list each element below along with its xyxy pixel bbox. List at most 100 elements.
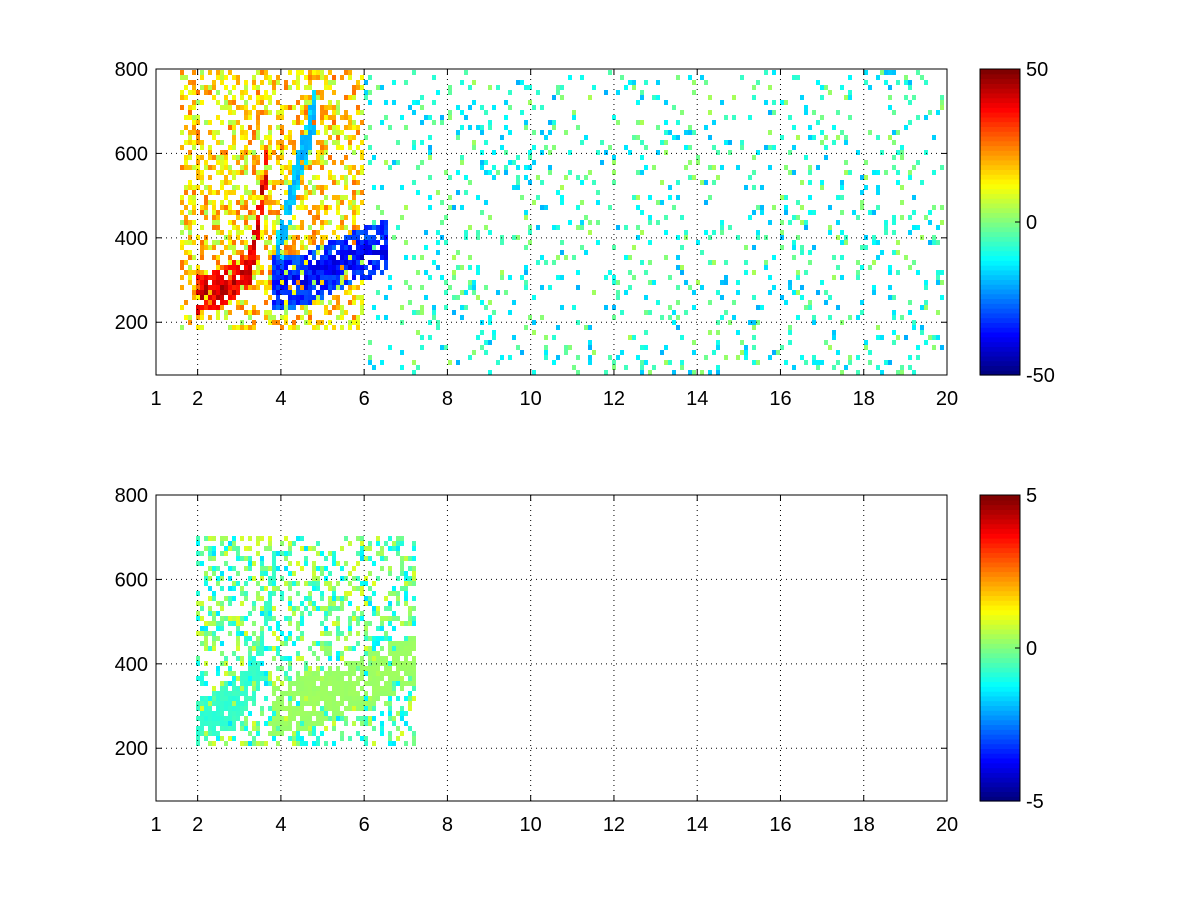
heatmap-cell — [440, 345, 444, 350]
heatmap-cell — [252, 686, 256, 691]
heatmap-cell — [332, 711, 336, 716]
heatmap-cell — [596, 220, 600, 225]
heatmap-cell — [516, 235, 520, 240]
heatmap-cell — [236, 646, 240, 651]
heatmap-cell — [260, 646, 264, 651]
heatmap-cell — [304, 556, 308, 561]
heatmap-cell — [400, 536, 404, 541]
heatmap-cell — [256, 155, 260, 160]
heatmap-cell — [860, 205, 864, 210]
heatmap-cell — [372, 365, 376, 370]
heatmap-cell — [788, 325, 792, 330]
heatmap-cell — [932, 345, 936, 350]
heatmap-cell — [244, 696, 248, 701]
heatmap-cell — [440, 275, 444, 280]
heatmap-cell — [364, 636, 368, 641]
heatmap-cell — [196, 280, 200, 285]
heatmap-cell — [932, 235, 936, 240]
heatmap-cell — [340, 225, 344, 230]
heatmap-cell — [280, 220, 284, 225]
heatmap-cell — [348, 621, 352, 626]
heatmap-cell — [700, 285, 704, 290]
heatmap-cell — [828, 345, 832, 350]
heatmap-cell — [368, 571, 372, 576]
heatmap-cell — [276, 160, 280, 165]
heatmap-cell — [640, 260, 644, 265]
heatmap-cell — [676, 180, 680, 185]
heatmap-cell — [320, 275, 324, 280]
heatmap-cell — [384, 295, 388, 300]
heatmap-cell — [296, 195, 300, 200]
heatmap-cell — [300, 611, 304, 616]
heatmap-cell — [320, 621, 324, 626]
heatmap-cell — [796, 270, 800, 275]
heatmap-cell — [180, 245, 184, 250]
plot-frame — [155, 494, 948, 802]
heatmap-cell — [288, 606, 292, 611]
heatmap-cell — [320, 185, 324, 190]
heatmap-cell — [420, 95, 424, 100]
heatmap-cell — [316, 140, 320, 145]
heatmap-cell — [252, 305, 256, 310]
heatmap-cell — [888, 95, 892, 100]
heatmap-cell — [784, 300, 788, 305]
heatmap-cell — [184, 190, 188, 195]
heatmap-cell — [248, 611, 252, 616]
heatmap-cell — [684, 165, 688, 170]
heatmap-cell — [336, 125, 340, 130]
heatmap-cell — [644, 310, 648, 315]
heatmap-cell — [224, 721, 228, 726]
heatmap-cell — [224, 285, 228, 290]
heatmap-cell — [916, 160, 920, 165]
heatmap-cell — [904, 255, 908, 260]
heatmap-cell — [328, 320, 332, 325]
heatmap-cell — [228, 110, 232, 115]
heatmap-cell — [408, 566, 412, 571]
heatmap-cell — [220, 120, 224, 125]
heatmap-cell — [224, 160, 228, 165]
heatmap-cell — [876, 255, 880, 260]
colorbar-swatch — [980, 140, 1020, 147]
heatmap-cell — [248, 566, 252, 571]
heatmap-cell — [636, 205, 640, 210]
heatmap-cell — [212, 711, 216, 716]
heatmap-cell — [344, 215, 348, 220]
heatmap-cell — [232, 736, 236, 741]
heatmap-cell — [180, 265, 184, 270]
heatmap-cell — [288, 601, 292, 606]
heatmap-cell — [860, 310, 864, 315]
heatmap-cell — [360, 230, 364, 235]
heatmap-cell — [744, 355, 748, 360]
heatmap-cell — [384, 115, 388, 120]
heatmap-cell — [848, 360, 852, 365]
heatmap-cell — [256, 536, 260, 541]
heatmap-cell — [408, 671, 412, 676]
heatmap-cell — [324, 280, 328, 285]
heatmap-cell — [464, 115, 468, 120]
heatmap-cell — [304, 721, 308, 726]
heatmap-cell — [332, 591, 336, 596]
heatmap-cell — [396, 536, 400, 541]
colorbar-swatch — [980, 293, 1020, 300]
heatmap-cell — [236, 716, 240, 721]
heatmap-cell — [564, 130, 568, 135]
heatmap-cell — [896, 150, 900, 155]
heatmap-cell — [636, 120, 640, 125]
heatmap-cell — [368, 125, 372, 130]
heatmap-cell — [204, 165, 208, 170]
heatmap-cell — [212, 305, 216, 310]
heatmap-cell — [292, 215, 296, 220]
heatmap-cell — [220, 706, 224, 711]
heatmap-cell — [260, 210, 264, 215]
heatmap-cell — [840, 185, 844, 190]
heatmap-cell — [328, 586, 332, 591]
heatmap-cell — [480, 165, 484, 170]
heatmap-cell — [388, 661, 392, 666]
heatmap-cell — [616, 90, 620, 95]
heatmap-cell — [328, 596, 332, 601]
heatmap-cell — [188, 90, 192, 95]
heatmap-cell — [256, 215, 260, 220]
heatmap-cell — [756, 305, 760, 310]
heatmap-cell — [372, 225, 376, 230]
heatmap-cell — [324, 150, 328, 155]
